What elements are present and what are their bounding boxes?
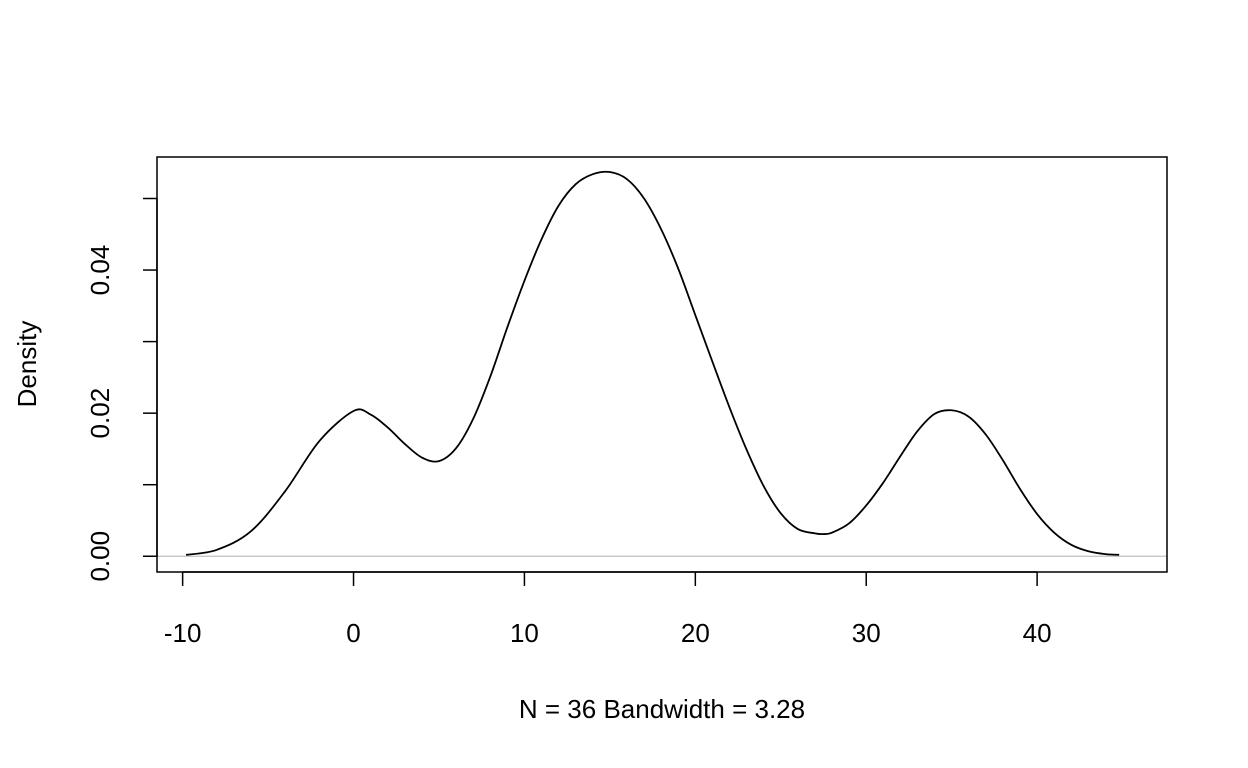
- x-tick-label: 10: [510, 618, 539, 648]
- x-tick-label: 40: [1023, 618, 1052, 648]
- x-axis-label: N = 36 Bandwidth = 3.28: [519, 694, 805, 724]
- y-axis: 0.00 0.02 0.04: [85, 197, 158, 582]
- x-tick-label: -10: [164, 618, 202, 648]
- x-axis: -10 0 10 20 30 40: [164, 571, 1052, 648]
- x-tick-label: 0: [346, 618, 360, 648]
- y-axis-label: Density: [12, 321, 42, 408]
- x-tick-label: 30: [852, 618, 881, 648]
- density-curve: [185, 170, 1120, 556]
- plot-frame: [156, 156, 1168, 573]
- y-tick-label: 0.00: [85, 531, 115, 582]
- y-tick-label: 0.04: [85, 245, 115, 296]
- y-tick-label: 0.02: [85, 388, 115, 439]
- x-tick-label: 20: [681, 618, 710, 648]
